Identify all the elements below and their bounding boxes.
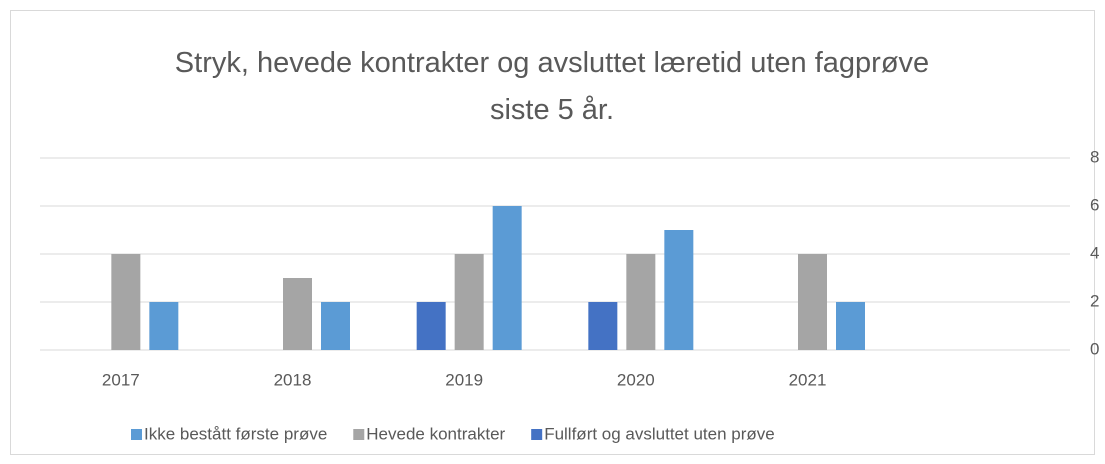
y-tick-label: 8 (1090, 147, 1099, 166)
x-tick-label: 2018 (274, 370, 312, 389)
bar (492, 206, 522, 350)
bar (111, 254, 141, 350)
legend-marker (531, 429, 543, 440)
x-tick-label: 2019 (445, 370, 483, 389)
y-tick-label: 2 (1090, 291, 1099, 310)
chart-border (10, 10, 1095, 455)
bar (321, 302, 350, 350)
bar (416, 302, 446, 350)
legend-marker (353, 429, 365, 440)
x-tick-label: 2020 (617, 370, 655, 389)
bar (283, 278, 312, 350)
bar (149, 302, 179, 350)
bar (798, 254, 827, 350)
bar (588, 302, 618, 350)
bar (454, 254, 484, 350)
bar (664, 230, 694, 350)
legend-label: Fullført og avsluttet uten prøve (544, 424, 775, 443)
y-tick-label: 4 (1090, 243, 1099, 262)
legend-label: Hevede kontrakter (366, 424, 505, 443)
bar (836, 302, 865, 350)
legend-marker (131, 429, 142, 440)
legend-label: Ikke bestått første prøve (144, 424, 327, 443)
y-tick-label: 6 (1090, 195, 1099, 214)
chart-title: Stryk, hevede kontrakter og avsluttet læ… (174, 47, 930, 126)
x-tick-label: 2017 (102, 370, 140, 389)
x-tick-label: 2021 (789, 370, 827, 389)
y-tick-label: 0 (1090, 339, 1099, 358)
bar (626, 254, 656, 350)
